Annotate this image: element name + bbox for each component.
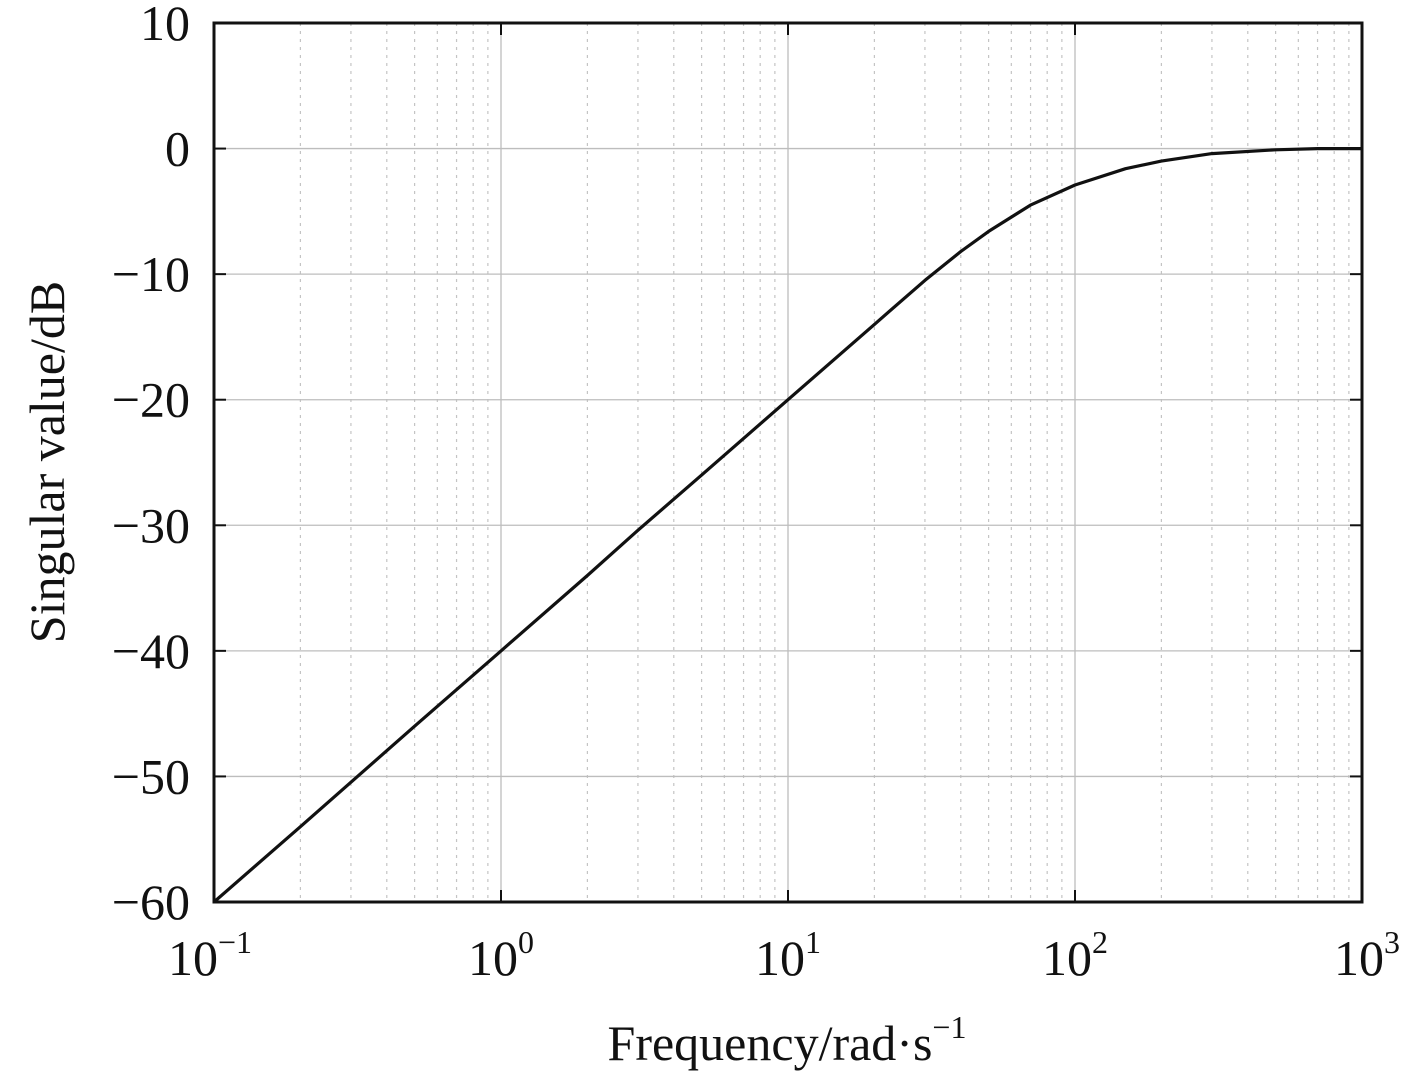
x-tick-label: 103 xyxy=(1334,924,1400,986)
x-tick-label: 10−1 xyxy=(168,924,252,986)
y-tick-label: −40 xyxy=(112,623,190,679)
x-axis-title: Frequency/rad·s−1 xyxy=(608,1009,967,1071)
axis-ticks xyxy=(213,22,1363,903)
y-tick-label: 0 xyxy=(165,121,190,177)
y-tick-label: 10 xyxy=(140,0,190,51)
y-tick-label: −20 xyxy=(112,372,190,428)
y-tick-label: −50 xyxy=(112,748,190,804)
x-tick-label: 100 xyxy=(468,924,534,986)
x-tick-label: 102 xyxy=(1042,924,1108,986)
y-tick-label: −30 xyxy=(112,497,190,553)
minor-grid xyxy=(299,23,1350,902)
y-tick-labels: 10 0 −10 −20 −30 −40 −50 −60 xyxy=(112,0,190,930)
x-tick-label: 101 xyxy=(755,924,821,986)
y-axis-title: Singular value/dB xyxy=(19,281,75,643)
singular-value-curve xyxy=(212,147,1362,904)
y-tick-label: −60 xyxy=(112,874,190,930)
x-tick-labels: 10−1 100 101 102 103 xyxy=(168,924,1400,986)
y-tick-label: −10 xyxy=(112,246,190,302)
major-grid xyxy=(213,22,1363,903)
